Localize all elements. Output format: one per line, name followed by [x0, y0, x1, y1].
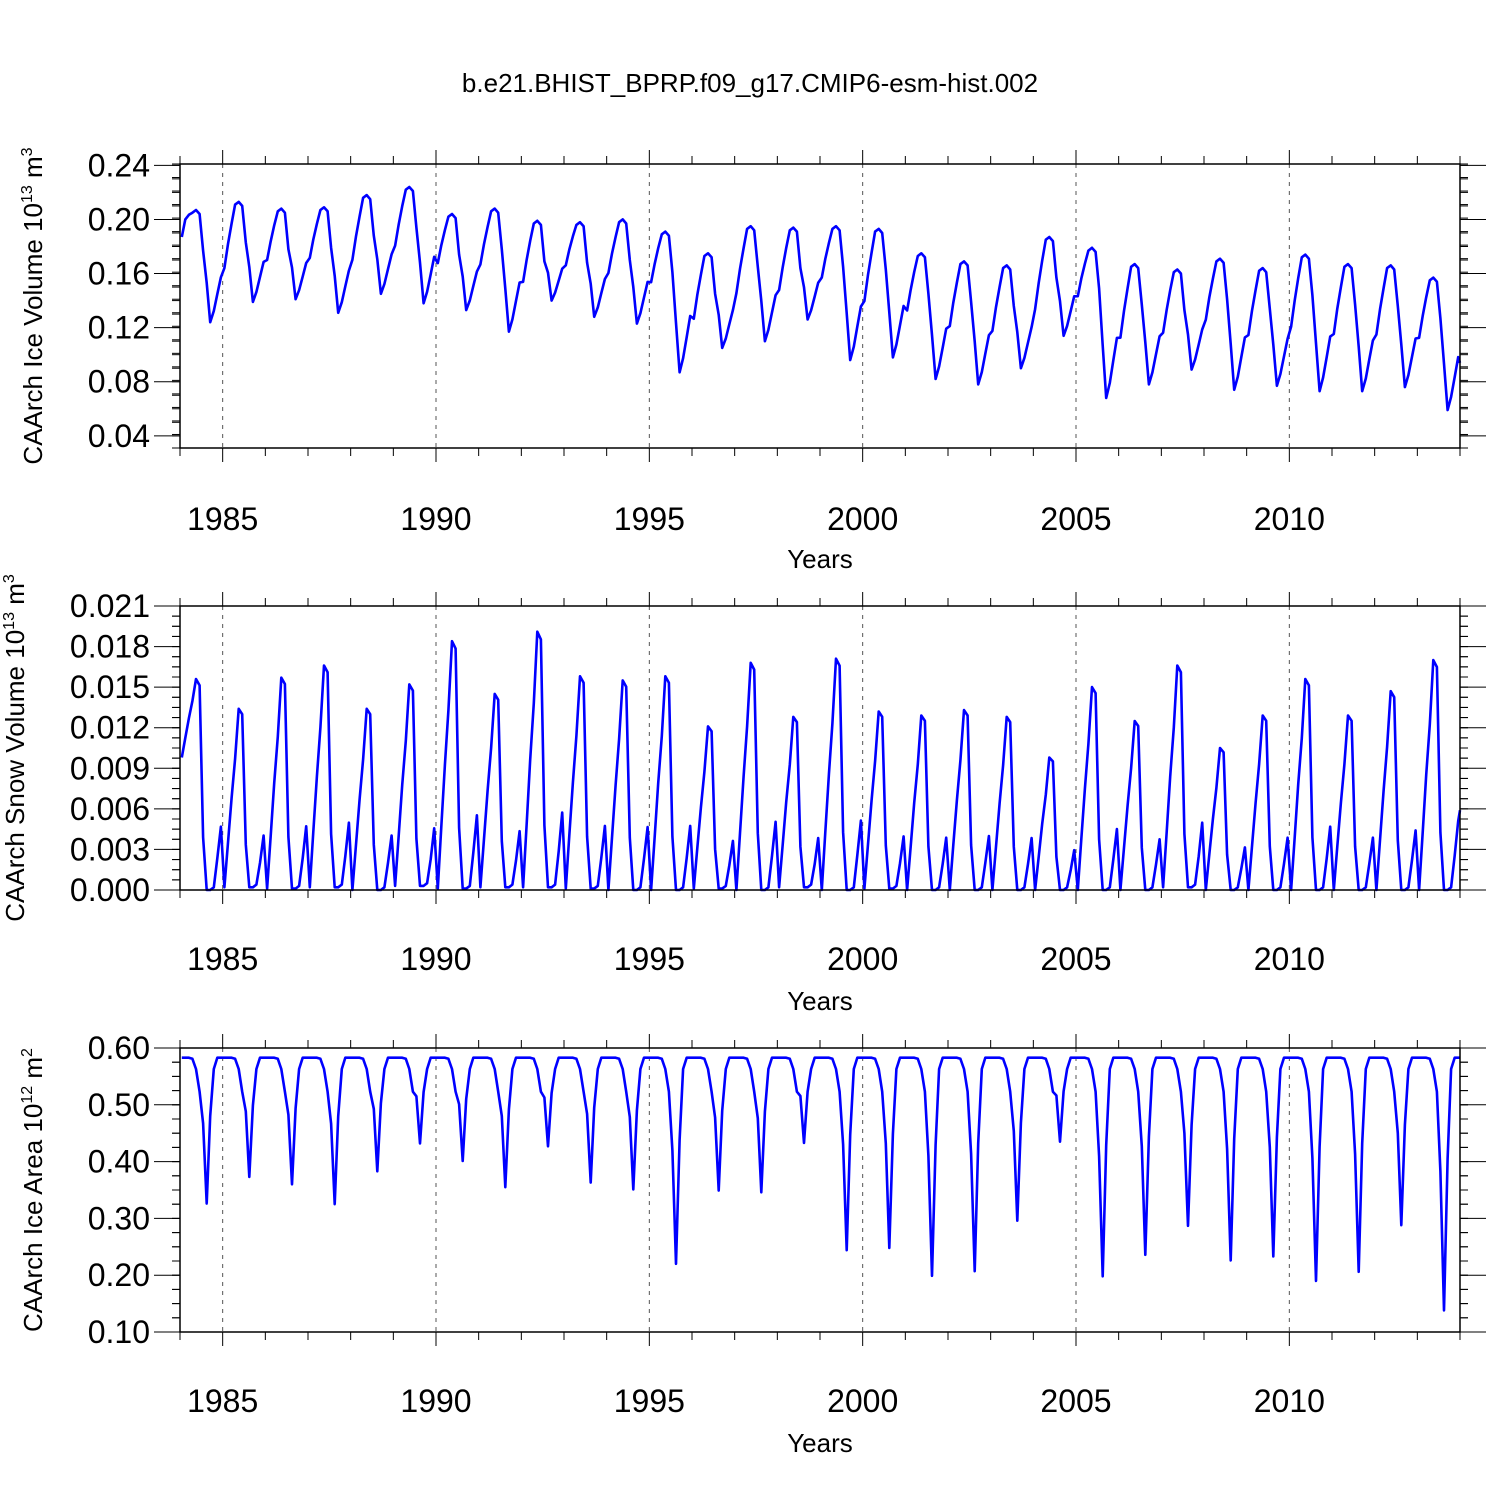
x-axis-title: Years: [787, 1428, 853, 1458]
y-tick-label: 0.60: [88, 1030, 150, 1066]
y-tick-label: 0.003: [70, 831, 150, 867]
y-tick-label: 0.16: [88, 256, 150, 292]
y-tick-label: 0.08: [88, 364, 150, 400]
y-tick-label: 0.24: [88, 147, 150, 183]
x-tick-label: 2005: [1040, 501, 1111, 537]
x-tick-label: 2005: [1040, 941, 1111, 977]
series-line: [180, 630, 1462, 892]
x-tick-label: 1990: [400, 501, 471, 537]
x-axis-title: Years: [787, 986, 853, 1016]
x-tick-label: 1990: [400, 1383, 471, 1419]
x-tick-label: 1985: [187, 941, 258, 977]
x-tick-label: 2000: [827, 501, 898, 537]
y-tick-label: 0.50: [88, 1087, 150, 1123]
y-tick-label: 0.018: [70, 629, 150, 665]
y-tick-label: 0.04: [88, 418, 150, 454]
figure-title: b.e21.BHIST_BPRP.f09_g17.CMIP6-esm-hist.…: [462, 68, 1038, 98]
y-tick-label: 0.021: [70, 588, 150, 624]
panel-snow-volume: 0.000 0.003 0.006 0.009 0.012 0.015 0.018 0.021…: [0, 574, 1486, 1016]
x-tick-label: 2000: [827, 941, 898, 977]
x-tick-label: 2010: [1254, 941, 1325, 977]
y-tick-label: 0.12: [88, 310, 150, 346]
x-tick-label: 2010: [1254, 1383, 1325, 1419]
x-tick-label: 2010: [1254, 501, 1325, 537]
x-tick-label: 2000: [827, 1383, 898, 1419]
panel-ice-area: 0.10 0.20 0.30 0.40 0.50 0.60 1985 1990 1995 2000…: [18, 1030, 1486, 1458]
y-tick-label: 0.009: [70, 750, 150, 786]
series-line: [180, 185, 1462, 412]
x-tick-label: 2005: [1040, 1383, 1111, 1419]
y-axis-title: CAArch Snow Volume 1013 m3: [0, 574, 30, 922]
y-tick-label: 0.20: [88, 201, 150, 237]
y-tick-label: 0.012: [70, 710, 150, 746]
y-axis-title: CAArch Ice Area 1012 m2: [18, 1048, 48, 1332]
y-axis-title: CAArch Ice Volume 1013 m3: [18, 147, 48, 464]
x-tick-label: 1990: [400, 941, 471, 977]
series-line: [181, 1056, 1460, 1312]
x-tick-label: 1995: [614, 1383, 685, 1419]
y-tick-label: 0.015: [70, 669, 150, 705]
plot-frame: [179, 1047, 1461, 1333]
y-tick-label: 0.30: [88, 1200, 150, 1236]
y-tick-label: 0.006: [70, 791, 150, 827]
x-tick-label: 1985: [187, 1383, 258, 1419]
x-axis-title: Years: [787, 544, 853, 574]
x-tick-label: 1985: [187, 501, 258, 537]
y-tick-label: 0.10: [88, 1314, 150, 1350]
y-tick-label: 0.40: [88, 1144, 150, 1180]
panel-ice-volume: 0.04 0.08 0.12 0.16 0.20 0.24 1985 1990 1995 2000…: [18, 147, 1486, 574]
x-tick-label: 1995: [614, 941, 685, 977]
y-tick-label: 0.000: [70, 872, 150, 908]
y-tick-label: 0.20: [88, 1257, 150, 1293]
x-tick-label: 1995: [614, 501, 685, 537]
